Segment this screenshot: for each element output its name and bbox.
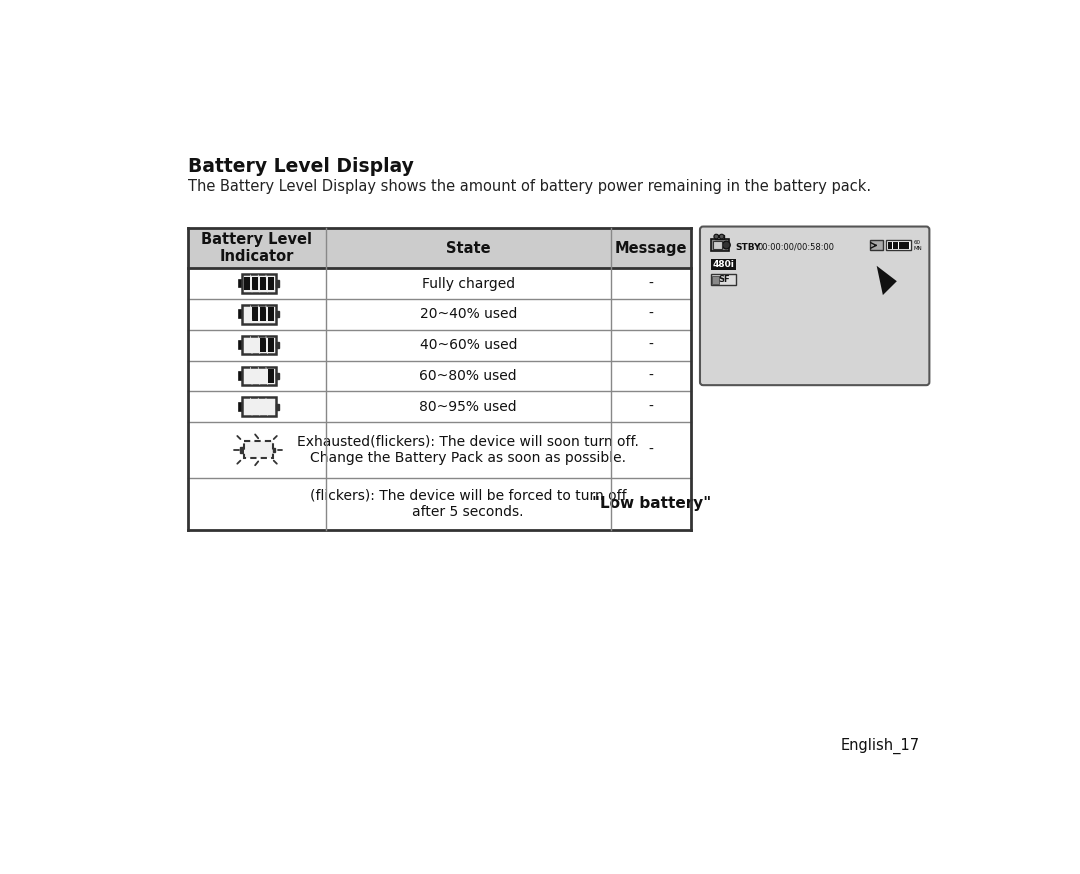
Text: Exhausted(flickers): The device will soon turn off.
Change the Battery Pack as s: Exhausted(flickers): The device will soo…	[297, 434, 639, 465]
Bar	[252, 308, 258, 322]
Bar	[252, 276, 258, 290]
Text: The Battery Level Display shows the amount of battery power remaining in the bat: The Battery Level Display shows the amou…	[188, 179, 870, 194]
Bar	[711, 259, 735, 270]
Bar	[260, 399, 266, 413]
Bar	[242, 367, 276, 385]
Bar	[910, 244, 913, 247]
Polygon shape	[877, 266, 896, 295]
Bar	[244, 276, 251, 290]
Bar	[273, 447, 275, 452]
Text: Battery Level Display: Battery Level Display	[188, 157, 414, 177]
Text: STBY: STBY	[735, 243, 761, 252]
Bar	[886, 240, 910, 251]
Bar	[276, 373, 279, 379]
Bar	[870, 240, 882, 251]
Bar	[268, 276, 273, 290]
Bar	[260, 369, 266, 383]
Text: -: -	[649, 276, 653, 290]
Bar	[252, 399, 258, 413]
Text: 80~95% used: 80~95% used	[419, 399, 517, 413]
Text: Message: Message	[615, 240, 687, 255]
Bar	[713, 241, 723, 249]
Text: (flickers): The device will be forced to turn off
after 5 seconds.: (flickers): The device will be forced to…	[310, 489, 626, 519]
Bar	[252, 338, 258, 352]
Bar	[711, 274, 735, 285]
Bar	[242, 336, 276, 354]
Bar	[239, 372, 242, 380]
Bar	[241, 447, 243, 453]
Text: -: -	[649, 369, 653, 383]
Bar	[244, 399, 251, 413]
Bar	[711, 239, 729, 251]
Text: "Low battery": "Low battery"	[592, 496, 711, 511]
Circle shape	[723, 241, 730, 249]
Text: -: -	[649, 338, 653, 352]
Bar	[244, 338, 251, 352]
Bar	[713, 276, 718, 283]
Text: 20~40% used: 20~40% used	[419, 308, 517, 322]
Bar	[242, 274, 276, 293]
Bar	[239, 280, 242, 288]
Bar	[188, 228, 691, 268]
Text: 480i: 480i	[713, 260, 734, 269]
Bar	[893, 242, 897, 249]
Bar	[242, 305, 276, 323]
Bar	[239, 310, 242, 318]
Text: -: -	[649, 399, 653, 413]
Bar	[899, 242, 904, 249]
Bar	[244, 369, 251, 383]
Bar	[260, 308, 266, 322]
Text: 60~80% used: 60~80% used	[419, 369, 517, 383]
Bar	[268, 308, 273, 322]
Bar	[904, 242, 909, 249]
Text: SF: SF	[718, 275, 730, 284]
Text: 40~60% used: 40~60% used	[419, 338, 517, 352]
Text: 00:00:00/00:58:00: 00:00:00/00:58:00	[757, 243, 835, 252]
Text: English_17: English_17	[840, 738, 919, 754]
Bar	[276, 311, 279, 317]
Bar	[715, 235, 724, 239]
Text: Fully charged: Fully charged	[421, 276, 515, 290]
Bar	[888, 242, 892, 249]
FancyBboxPatch shape	[700, 226, 930, 385]
Bar	[268, 338, 273, 352]
Bar	[268, 399, 273, 413]
Bar	[243, 441, 273, 458]
Circle shape	[714, 234, 718, 239]
Text: Battery Level
Indicator: Battery Level Indicator	[201, 232, 312, 264]
Circle shape	[719, 234, 724, 239]
Text: State: State	[446, 240, 490, 255]
Bar	[260, 338, 266, 352]
Bar	[252, 369, 258, 383]
Bar	[276, 342, 279, 348]
Text: -: -	[649, 308, 653, 322]
Text: -: -	[649, 443, 653, 457]
Bar	[239, 403, 242, 411]
Bar	[276, 281, 279, 287]
Text: 60
MN: 60 MN	[914, 240, 922, 251]
Bar	[242, 398, 276, 416]
Bar	[276, 404, 279, 410]
Bar	[260, 276, 266, 290]
Bar	[239, 341, 242, 349]
Bar	[268, 369, 273, 383]
Bar	[244, 308, 251, 322]
